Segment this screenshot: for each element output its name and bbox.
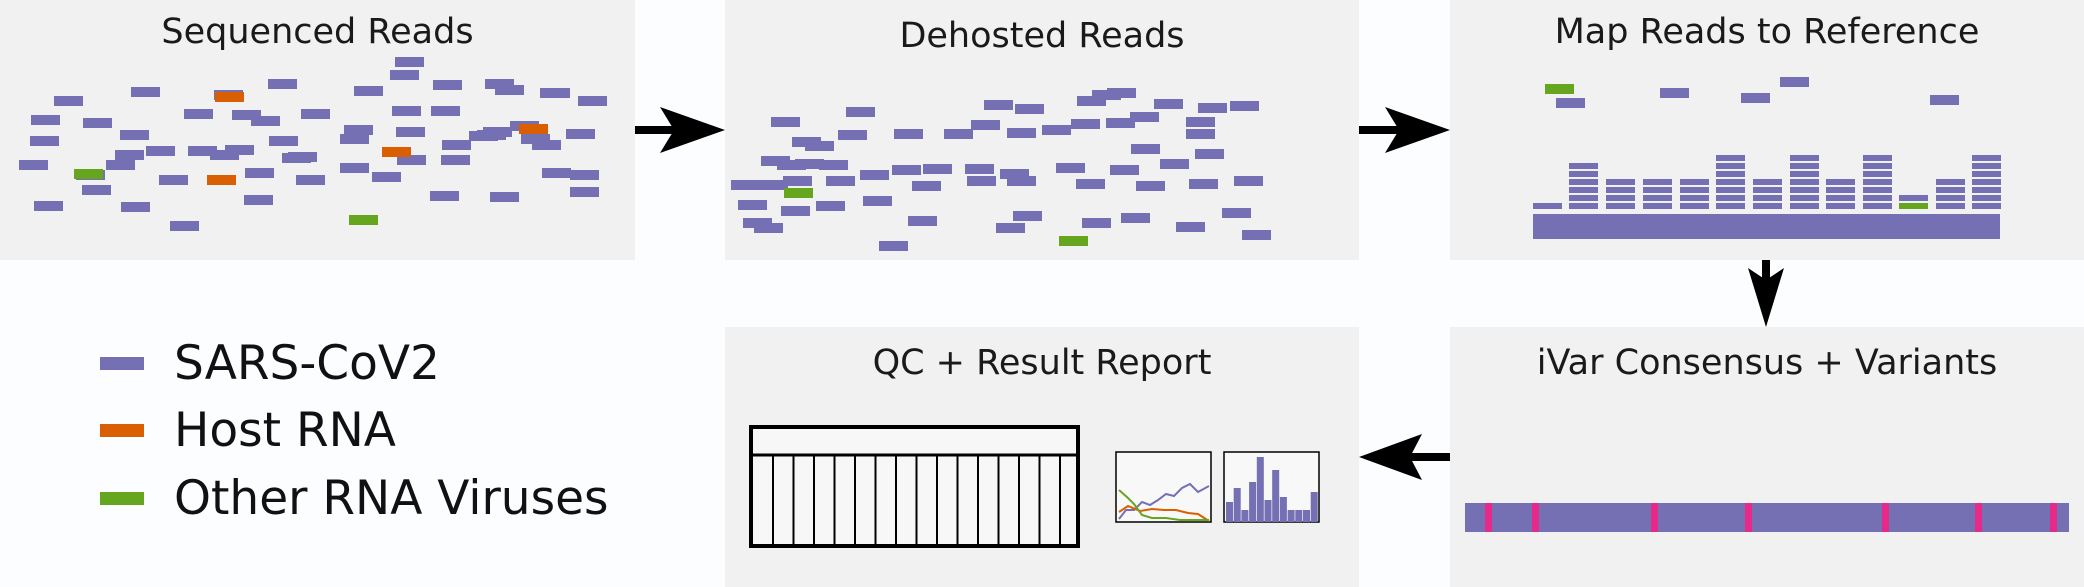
mini-bar — [1234, 488, 1241, 522]
mini-bar — [1288, 510, 1295, 522]
mini-line-chart — [1116, 452, 1211, 522]
mini-bar — [1311, 492, 1318, 522]
mini-bar — [1257, 457, 1264, 522]
mini-bar — [1241, 510, 1248, 522]
report-table — [751, 427, 1078, 546]
mini-bar-chart — [1224, 452, 1319, 522]
mini-bar — [1303, 510, 1310, 522]
mini-bar — [1249, 482, 1256, 522]
mini-bar — [1226, 502, 1233, 522]
arrow-down-icon — [1748, 260, 1784, 327]
reference-genome-bar — [1533, 214, 2000, 239]
mini-bar — [1272, 470, 1279, 522]
arrow-right-icon — [1359, 107, 1450, 153]
mini-bar — [1295, 510, 1302, 522]
arrow-right-icon — [635, 107, 725, 153]
arrow-left-icon — [1359, 434, 1450, 480]
mini-bar — [1280, 497, 1287, 522]
mini-bar — [1265, 500, 1272, 522]
